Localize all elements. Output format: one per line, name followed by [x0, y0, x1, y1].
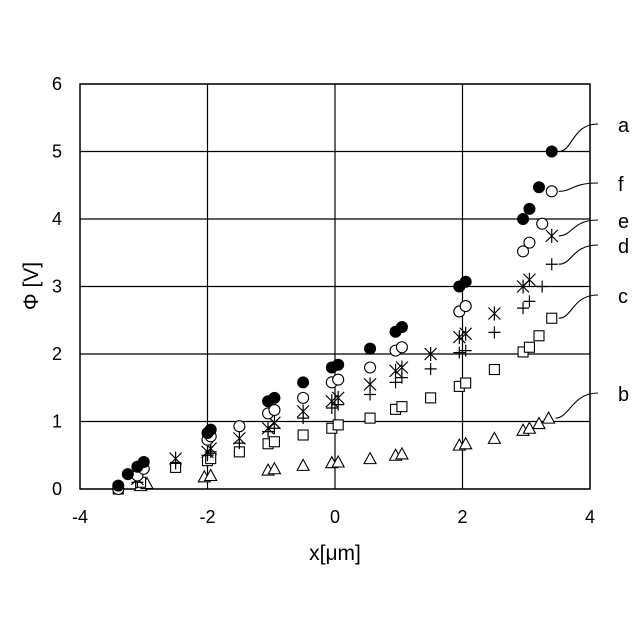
x-tick-label: -4	[72, 507, 88, 527]
series-label-e: e	[618, 211, 629, 233]
data-point	[269, 392, 280, 403]
series-label-d: d	[618, 236, 629, 258]
data-point	[298, 430, 308, 440]
data-point	[524, 203, 535, 214]
data-point	[460, 301, 471, 312]
data-point	[269, 437, 279, 447]
y-tick-label: 5	[52, 142, 62, 162]
y-tick-label: 2	[52, 344, 62, 364]
data-point	[396, 322, 407, 333]
x-tick-label: 0	[330, 507, 340, 527]
data-point	[546, 146, 557, 157]
data-point	[524, 237, 535, 248]
data-point	[397, 402, 407, 412]
y-tick-label: 0	[52, 479, 62, 499]
data-point	[489, 365, 499, 375]
data-point	[534, 331, 544, 341]
data-point	[333, 420, 343, 430]
x-tick-labels: -4 -2 0 2 4	[72, 507, 595, 527]
y-tick-label: 4	[52, 209, 62, 229]
data-point	[460, 276, 471, 287]
y-tick-label: 6	[52, 74, 62, 94]
x-tick-label: 2	[457, 507, 467, 527]
x-tick-label: 4	[585, 507, 595, 527]
data-point	[122, 469, 133, 480]
series-label-c: c	[618, 286, 628, 308]
series-label-a: a	[618, 115, 630, 137]
data-point	[365, 343, 376, 354]
data-point	[205, 424, 216, 435]
x-tick-label: -2	[199, 507, 215, 527]
data-point	[396, 342, 407, 353]
data-point	[365, 413, 375, 423]
data-point	[333, 359, 344, 370]
data-point	[518, 214, 529, 225]
data-point	[524, 342, 534, 352]
data-point	[138, 457, 149, 468]
data-point	[333, 374, 344, 385]
data-point	[461, 378, 471, 388]
series-label-f: f	[618, 174, 624, 196]
y-tick-labels: 0 1 2 3 4 5 6	[52, 74, 62, 499]
x-axis-title: x[μm]	[309, 542, 361, 565]
data-point	[546, 186, 557, 197]
data-point	[298, 377, 309, 388]
y-axis-title: Φ [V]	[20, 262, 43, 310]
y-tick-label: 1	[52, 412, 62, 432]
series-label-b: b	[618, 384, 629, 406]
data-point	[537, 218, 548, 229]
data-point	[113, 480, 124, 491]
data-point	[298, 392, 309, 403]
data-point	[234, 421, 245, 432]
data-point	[426, 393, 436, 403]
data-point	[365, 362, 376, 373]
data-point	[547, 313, 557, 323]
data-point	[534, 182, 545, 193]
y-tick-label: 3	[52, 277, 62, 297]
